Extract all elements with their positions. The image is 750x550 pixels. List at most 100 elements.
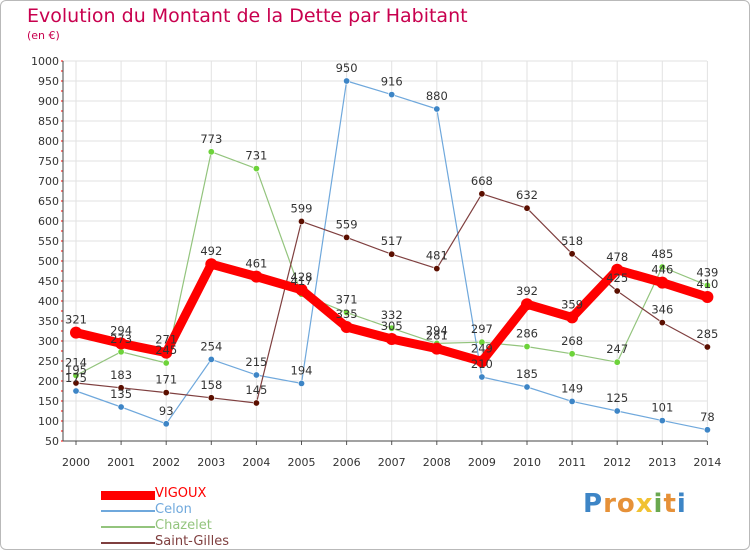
chart-title: Evolution du Montant de la Dette par Hab…	[27, 5, 468, 27]
data-point-chazelet	[568, 350, 576, 358]
data-label-saint-gilles: 518	[561, 234, 583, 248]
data-point-chazelet	[72, 371, 80, 379]
data-label-chazelet: 439	[696, 265, 718, 279]
data-label-vigoux: 281	[426, 329, 448, 343]
legend-swatch	[101, 542, 155, 544]
x-tick-label: 2005	[288, 456, 316, 469]
x-tick-label: 2006	[333, 456, 361, 469]
data-label-chazelet: 332	[381, 308, 403, 322]
data-label-celon: 125	[606, 391, 628, 405]
data-label-celon: 149	[561, 381, 583, 395]
y-tick-label: 300	[38, 335, 59, 348]
data-label-vigoux: 359	[561, 297, 583, 311]
data-label-celon: 880	[426, 89, 448, 103]
axes: 50 100 150 200 250 300 350 400 450 500 550 600 650 70…	[31, 55, 721, 469]
logo-letter: x	[635, 489, 654, 519]
data-point-chazelet	[388, 324, 396, 332]
y-tick-label: 250	[38, 355, 59, 368]
data-label-vigoux: 392	[516, 284, 538, 298]
data-point-saint-gilles	[162, 389, 170, 397]
proxiti-logo: Proxiti	[583, 489, 687, 519]
legend-label: Chazelet	[155, 518, 212, 533]
data-point-saint-gilles	[297, 217, 305, 225]
legend-swatch	[101, 490, 155, 500]
data-label-chazelet: 247	[606, 342, 628, 356]
data-label-vigoux: 428	[291, 270, 313, 284]
data-point-celon	[252, 371, 260, 379]
y-tick-label: 750	[38, 155, 59, 168]
data-point-celon	[207, 355, 215, 363]
data-label-chazelet: 297	[471, 322, 493, 336]
grid	[63, 60, 708, 442]
y-tick-label: 700	[38, 175, 59, 188]
y-tick-label: 950	[38, 75, 59, 88]
data-point-saint-gilles	[703, 343, 711, 351]
data-point-vigoux	[475, 355, 488, 368]
data-point-saint-gilles	[117, 384, 125, 392]
data-point-saint-gilles	[72, 379, 80, 387]
data-point-celon	[613, 407, 621, 415]
data-point-chazelet	[343, 309, 351, 317]
data-point-chazelet	[658, 263, 666, 271]
data-point-celon	[703, 426, 711, 434]
data-label-celon: 175	[65, 371, 87, 385]
data-label-saint-gilles: 425	[606, 271, 628, 285]
data-point-saint-gilles	[343, 233, 351, 241]
data-point-vigoux	[656, 276, 669, 289]
y-tick-label: 50	[45, 435, 59, 448]
logo-letter: P	[583, 489, 604, 519]
x-tick-label: 2004	[242, 456, 270, 469]
x-tick-label: 2012	[603, 456, 631, 469]
data-label-chazelet: 268	[561, 334, 583, 348]
data-point-celon	[433, 105, 441, 113]
data-point-vigoux	[205, 258, 218, 271]
y-tick-label: 600	[38, 215, 59, 228]
data-point-vigoux	[250, 270, 263, 283]
data-label-chazelet: 273	[110, 332, 132, 346]
data-label-chazelet: 286	[516, 327, 538, 341]
legend-label: Saint-Gilles	[155, 534, 230, 549]
data-point-saint-gilles	[613, 287, 621, 295]
data-label-celon: 135	[110, 387, 132, 401]
y-tick-label: 100	[38, 415, 59, 428]
data-point-vigoux	[70, 326, 82, 339]
data-label-celon: 210	[471, 357, 493, 371]
legend-label: Celon	[155, 502, 192, 517]
data-label-saint-gilles: 195	[65, 363, 87, 377]
logo-letter: t	[663, 489, 677, 519]
data-label-vigoux: 249	[471, 341, 493, 355]
data-label-saint-gilles: 632	[516, 188, 538, 202]
series	[70, 77, 714, 434]
data-label-chazelet: 417	[291, 274, 313, 288]
logo-letter: o	[616, 489, 636, 519]
x-tick-label: 2014	[693, 456, 721, 469]
data-label-saint-gilles: 183	[110, 368, 132, 382]
data-point-vigoux	[295, 283, 308, 296]
data-point-celon	[343, 77, 351, 85]
y-tick-label: 400	[38, 295, 59, 308]
data-point-celon	[388, 91, 396, 99]
data-label-chazelet: 485	[651, 247, 673, 261]
data-label-vigoux: 294	[110, 323, 132, 337]
data-point-vigoux	[160, 346, 173, 359]
data-label-vigoux: 492	[200, 244, 222, 258]
data-point-saint-gilles	[252, 399, 260, 407]
y-tick-label: 900	[38, 95, 59, 108]
data-point-saint-gilles	[478, 190, 486, 198]
data-point-vigoux	[566, 311, 579, 324]
legend-swatch	[101, 510, 155, 512]
data-label-saint-gilles: 481	[426, 249, 448, 263]
x-tick-label: 2003	[197, 456, 225, 469]
data-label-chazelet: 214	[65, 355, 87, 369]
data-label-celon: 194	[291, 363, 313, 377]
data-point-vigoux	[115, 337, 128, 350]
data-point-vigoux	[385, 333, 398, 345]
data-label-chazelet: 731	[245, 149, 267, 163]
data-label-celon: 215	[245, 355, 267, 369]
y-tick-label: 650	[38, 195, 59, 208]
data-label-celon: 78	[700, 410, 715, 424]
data-label-vigoux: 305	[381, 319, 403, 333]
data-point-celon	[117, 403, 125, 411]
data-point-saint-gilles	[523, 204, 531, 212]
